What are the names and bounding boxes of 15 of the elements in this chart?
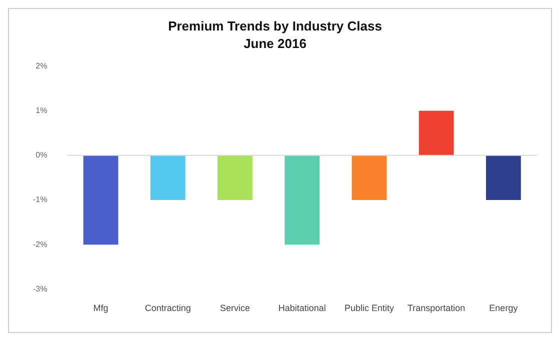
x-tick-label: Mfg xyxy=(93,303,108,314)
x-tick-label: Transportation xyxy=(407,303,466,314)
y-tick-label: 1% xyxy=(36,106,48,116)
x-tick-label: Public Entity xyxy=(344,303,394,314)
y-tick-label: -2% xyxy=(32,240,48,249)
y-tick-label: 2% xyxy=(36,61,48,70)
x-tick-label: Habitational xyxy=(278,303,326,314)
x-tick-label: Contracting xyxy=(144,303,191,314)
chart-subtitle: June 2016 xyxy=(244,36,306,51)
x-tick-label: Energy xyxy=(489,303,518,314)
x-tick-label: Service xyxy=(220,303,250,314)
chart-title: Premium Trends by Industry Class xyxy=(168,18,382,34)
y-tick-label: -3% xyxy=(32,284,48,294)
y-tick-label: -1% xyxy=(32,195,48,204)
y-tick-label: 0% xyxy=(36,150,48,160)
